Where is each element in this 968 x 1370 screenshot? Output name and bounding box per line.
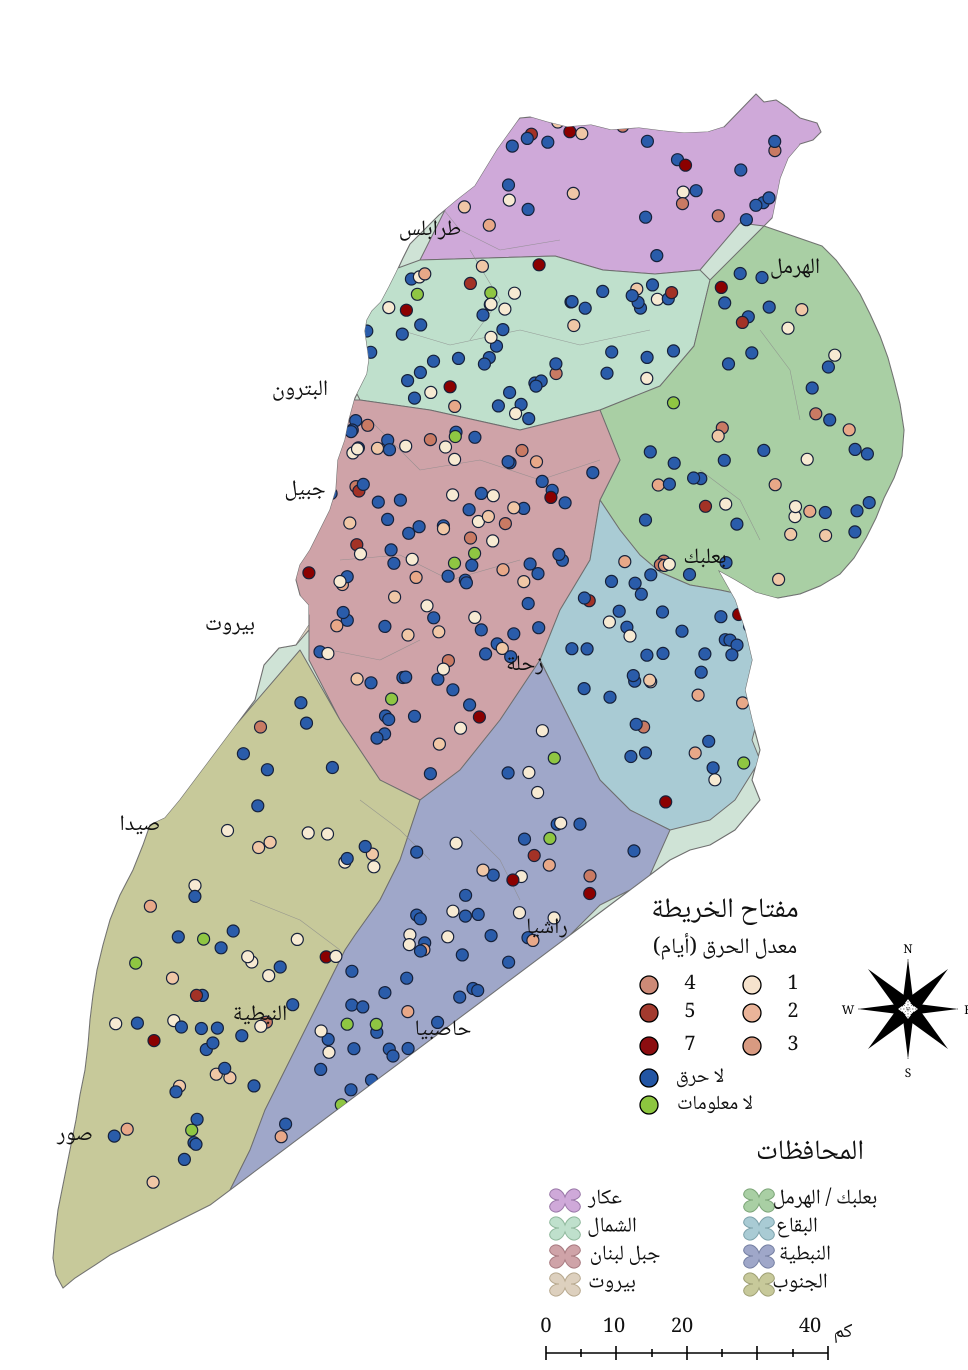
- svg-text:S: S: [905, 1064, 912, 1085]
- svg-text:N: N: [903, 940, 912, 961]
- svg-text:W: W: [842, 1001, 855, 1022]
- svg-text:E: E: [964, 1001, 968, 1022]
